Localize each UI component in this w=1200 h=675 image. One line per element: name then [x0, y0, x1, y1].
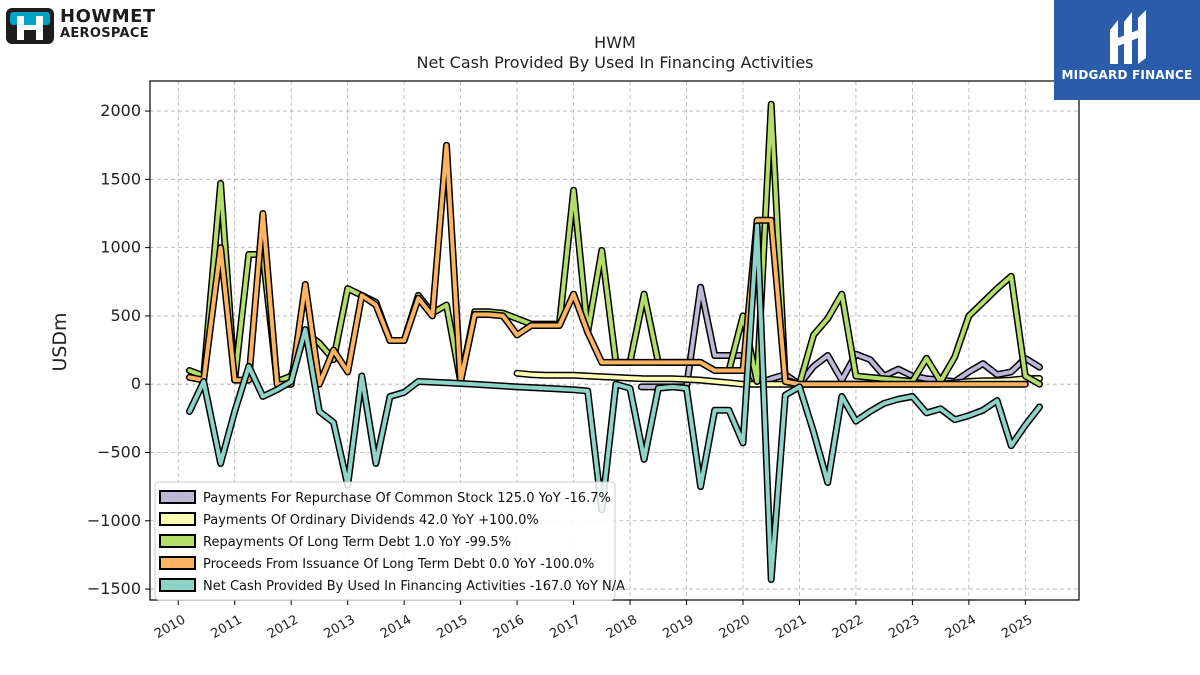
legend-swatch	[159, 556, 196, 570]
x-tick-label: 2011	[209, 612, 245, 642]
x-tick-label: 2023	[886, 612, 922, 642]
x-tick-label: 2020	[717, 612, 753, 642]
legend-label: Payments Of Ordinary Dividends 42.0 YoY …	[203, 513, 539, 528]
x-tick-label: 2021	[773, 612, 809, 642]
legend-swatch	[159, 512, 196, 526]
x-tick-label: 2025	[999, 612, 1035, 642]
y-tick-label: −500	[97, 442, 141, 461]
x-tick-label: 2022	[830, 612, 866, 642]
y-tick-label: 500	[110, 306, 141, 325]
x-tick-label: 2019	[660, 612, 696, 642]
howmet-logo-line1: HOWMET	[60, 6, 156, 27]
y-tick-label: 1500	[100, 169, 141, 188]
x-tick-label: 2013	[321, 612, 357, 642]
howmet-mark-icon	[6, 8, 54, 44]
y-tick-label: −1000	[87, 511, 141, 530]
series-line-repayments-of-long-term-debt	[187, 102, 1042, 387]
legend-label: Proceeds From Issuance Of Long Term Debt…	[203, 557, 594, 572]
x-tick-label: 2016	[491, 612, 527, 642]
y-axis-label: USDm	[49, 312, 71, 371]
x-tick-label: 2018	[604, 612, 640, 642]
legend-box	[154, 481, 616, 601]
y-tick-label: 2000	[100, 101, 141, 120]
series-line-proceeds-from-issuance-of-long-term-debt	[187, 143, 1028, 387]
midgard-logo-text: MIDGARD FINANCE	[1061, 68, 1193, 82]
y-tick-label: 0	[131, 374, 141, 393]
series-line-net-cash-provided-by-used-in-financing-activities	[187, 223, 1042, 582]
legend-swatch	[159, 490, 196, 504]
series-layer	[186, 100, 1043, 583]
x-tick-label: 2014	[378, 612, 414, 642]
legend-swatch	[159, 578, 196, 592]
x-tick-label: 2015	[434, 612, 470, 642]
howmet-logo: HOWMET AEROSPACE	[4, 6, 174, 48]
x-tick-label: 2024	[943, 612, 979, 642]
plot-frame	[149, 80, 1080, 601]
midgard-finance-logo: MIDGARD FINANCE	[1054, 0, 1200, 100]
y-tick-label: 1000	[100, 238, 141, 257]
x-tick-label: 2017	[547, 612, 583, 642]
legend-label: Repayments Of Long Term Debt 1.0 YoY -99…	[203, 535, 511, 550]
howmet-logo-line2: AEROSPACE	[60, 26, 149, 41]
legend-swatch	[159, 534, 196, 548]
legend: Payments For Repurchase Of Common Stock …	[154, 481, 625, 601]
midgard-mark-icon	[1110, 10, 1146, 64]
legend-label: Net Cash Provided By Used In Financing A…	[203, 579, 625, 594]
y-axis: −1500 −1000 −500 0 500 1000 1500 2000	[87, 101, 150, 598]
y-tick-label: −1500	[87, 579, 141, 598]
x-axis: 2010 2011 2012 2013 2014 2015 2016 2017 2018 2019…	[152, 600, 1035, 642]
x-tick-label: 2012	[265, 612, 301, 642]
legend-label: Payments For Repurchase Of Common Stock …	[203, 491, 611, 506]
chart-title: HWM	[594, 33, 636, 52]
x-tick-label: 2010	[152, 612, 188, 642]
chart-subtitle: Net Cash Provided By Used In Financing A…	[416, 53, 813, 72]
